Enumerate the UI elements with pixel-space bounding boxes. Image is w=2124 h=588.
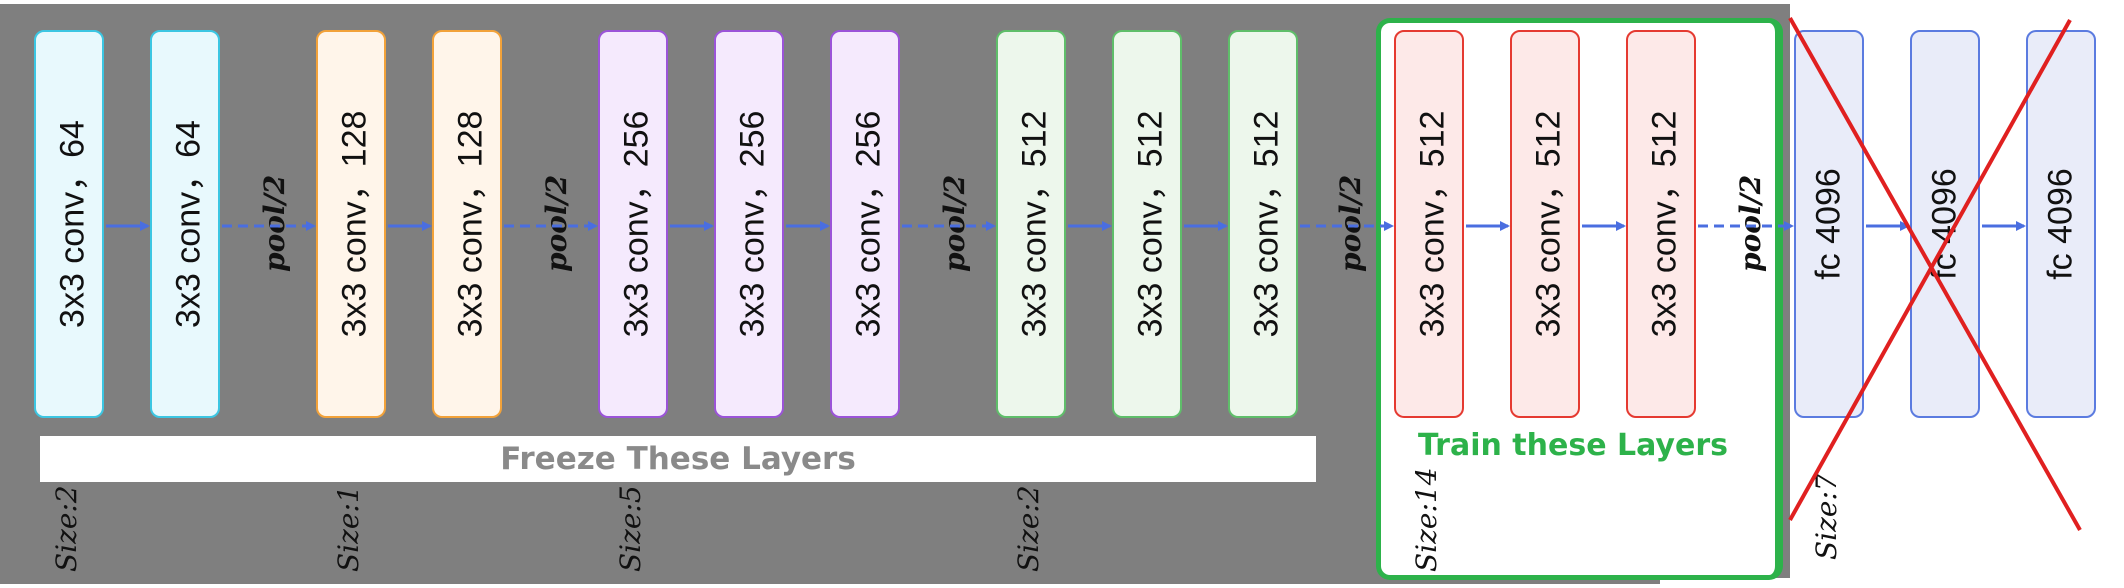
conv-layer-8: 3x3 conv，512 — [996, 30, 1066, 418]
conv-layer-13: 3x3 conv，512 — [1626, 30, 1696, 418]
frozen-region-edge — [1780, 4, 1790, 584]
fc-layer-2: fc 4096 — [1910, 30, 1980, 418]
conv-layer-4: 3x3 conv，128 — [432, 30, 502, 418]
fc-layer-3: fc 4096 — [2026, 30, 2096, 418]
conv-layer-11: 3x3 conv，512 — [1394, 30, 1464, 418]
cross-line-2 — [1788, 19, 2072, 521]
freeze-layers-banner: Freeze These Layers — [40, 436, 1316, 482]
removed-cross — [1788, 17, 2082, 531]
conv-layer-5: 3x3 conv，256 — [598, 30, 668, 418]
conv-layer-9: 3x3 conv，512 — [1112, 30, 1182, 418]
train-layers-label: Train these Layers — [1418, 428, 1728, 463]
fc-layer-1: fc 4096 — [1794, 30, 1864, 418]
conv-layer-7: 3x3 conv，256 — [830, 30, 900, 418]
conv-layer-6: 3x3 conv，256 — [714, 30, 784, 418]
bottom-margin — [1660, 578, 2124, 588]
cross-line-1 — [1788, 17, 2082, 531]
conv-layer-3: 3x3 conv，128 — [316, 30, 386, 418]
conv-layer-2: 3x3 conv，64 — [150, 30, 220, 418]
conv-layer-1: 3x3 conv，64 — [34, 30, 104, 418]
conv-layer-10: 3x3 conv，512 — [1228, 30, 1298, 418]
conv-layer-12: 3x3 conv，512 — [1510, 30, 1580, 418]
